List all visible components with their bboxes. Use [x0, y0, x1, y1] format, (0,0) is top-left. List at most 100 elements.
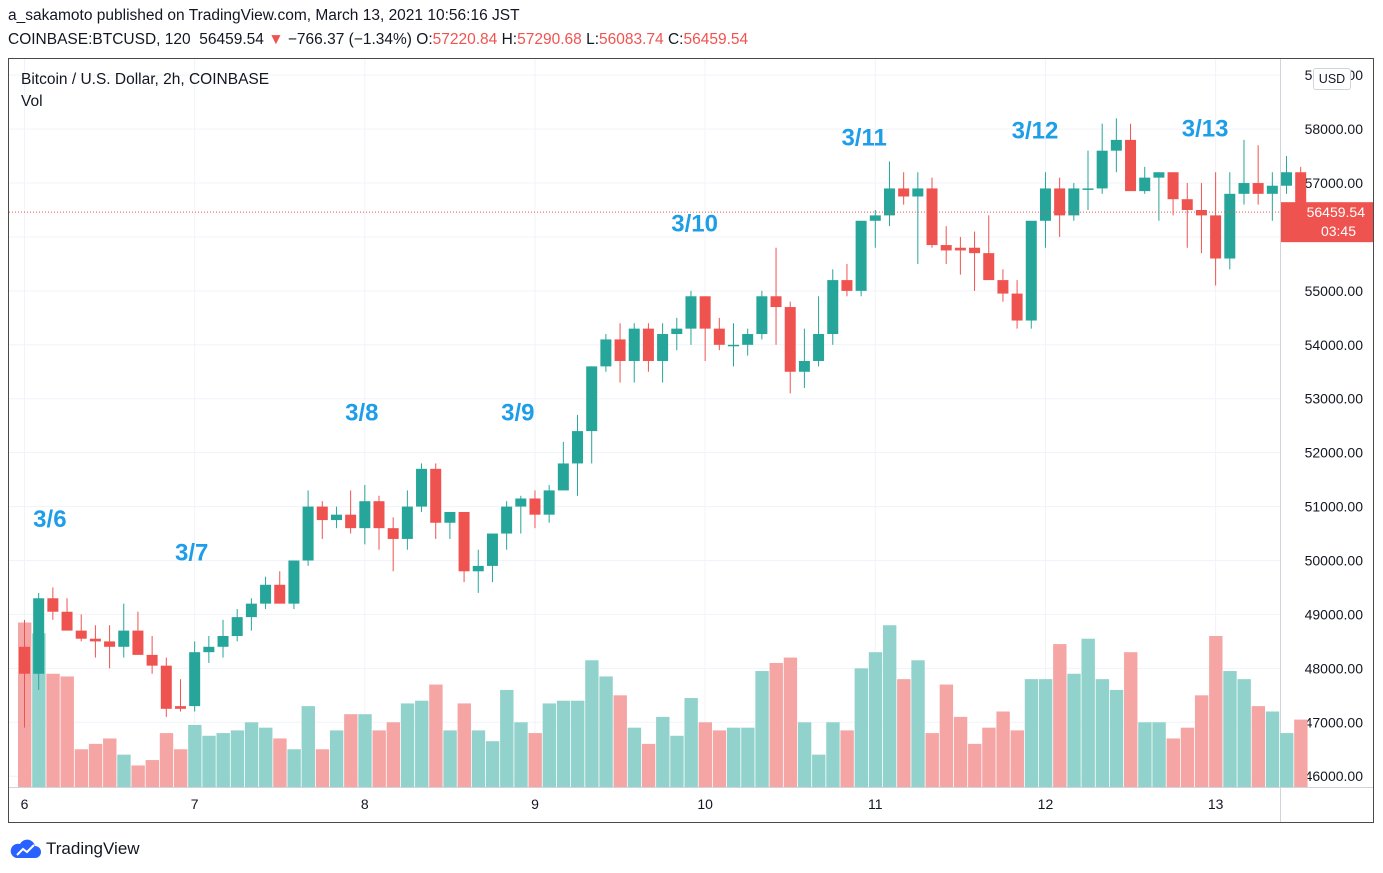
- candle-body: [486, 533, 498, 566]
- candle-body: [203, 646, 215, 653]
- candle-body: [1025, 220, 1037, 321]
- candle-body: [557, 463, 569, 491]
- volume-bar: [74, 749, 89, 787]
- candle-body: [954, 247, 966, 251]
- volume-bar: [344, 714, 358, 787]
- volume-bar: [812, 754, 826, 787]
- volume-bar: [996, 711, 1010, 787]
- day-annotation: 3/7: [175, 540, 208, 567]
- x-tick-label: 10: [697, 796, 713, 812]
- x-tick-label: 6: [21, 796, 29, 812]
- volume-bar: [741, 727, 755, 787]
- chart-canvas[interactable]: 59000.0058000.0057000.0056000.0055000.00…: [9, 59, 1373, 822]
- x-tick-label: 8: [361, 796, 369, 812]
- volume-bar: [911, 660, 925, 787]
- volume-bar: [727, 727, 741, 787]
- x-tick-label: 13: [1208, 796, 1224, 812]
- candle-body: [430, 468, 442, 523]
- candle-body: [642, 328, 654, 361]
- volume-bar: [797, 722, 812, 787]
- candle-body: [373, 501, 385, 529]
- volume-bar: [1265, 711, 1280, 787]
- high-label: H:: [501, 31, 518, 48]
- candle-body: [770, 296, 782, 308]
- x-tick-label: 11: [868, 796, 883, 812]
- volume-bar: [1038, 679, 1053, 787]
- volume-bar: [528, 733, 542, 787]
- candle-body: [841, 280, 853, 291]
- y-tick-label: 58000.00: [1305, 121, 1364, 137]
- volume-bar: [1053, 644, 1067, 787]
- volume-bar: [315, 749, 330, 787]
- volume-bar: [939, 684, 954, 787]
- volume-bar: [826, 722, 840, 787]
- currency-button[interactable]: USD: [1313, 68, 1351, 90]
- candle-body: [742, 334, 754, 345]
- volume-bar: [613, 695, 627, 787]
- y-tick-label: 50000.00: [1305, 553, 1364, 569]
- volume-bar: [868, 652, 883, 787]
- candle-body: [600, 339, 612, 367]
- candle-body: [345, 514, 357, 529]
- symbol-text: COINBASE:BTCUSD, 120: [8, 31, 191, 48]
- candle-body: [1210, 215, 1222, 259]
- y-tick-label: 46000.00: [1305, 768, 1364, 784]
- volume-bar: [259, 727, 273, 787]
- volume-bar: [698, 722, 713, 787]
- candle-body: [132, 630, 144, 655]
- candle-body: [330, 514, 342, 521]
- volume-bar: [358, 714, 372, 787]
- volume-bar: [1294, 719, 1308, 787]
- publish-info: a_sakamoto published on TradingView.com,…: [8, 7, 520, 25]
- price-badge-value: 56459.54: [1307, 204, 1366, 220]
- volume-bar: [500, 689, 514, 787]
- open-label: O:: [416, 31, 433, 48]
- volume-bar: [1095, 679, 1110, 787]
- volume-bar: [670, 735, 684, 787]
- volume-bar: [216, 733, 230, 787]
- volume-bar: [1024, 679, 1039, 787]
- candle-body: [926, 188, 938, 246]
- y-tick-label: 49000.00: [1305, 606, 1364, 622]
- volume-bar: [514, 722, 528, 787]
- author-name[interactable]: a_sakamoto: [8, 7, 93, 24]
- candle-body: [1096, 150, 1108, 189]
- day-annotation: 3/11: [841, 124, 886, 151]
- price-badge: [1281, 202, 1373, 243]
- candle-body: [657, 334, 669, 361]
- last-price: 56459.54: [199, 31, 264, 48]
- candle-body: [260, 584, 272, 604]
- candle-body: [586, 366, 598, 432]
- candle-body: [245, 603, 257, 618]
- candle-body: [217, 636, 229, 647]
- volume-bar: [485, 741, 500, 787]
- candle-body: [940, 245, 952, 251]
- candle-body: [501, 506, 513, 534]
- high-value: 57290.68: [517, 31, 582, 48]
- day-annotation: 3/8: [345, 399, 378, 426]
- candle-body: [1068, 188, 1080, 216]
- y-tick-label: 57000.00: [1305, 175, 1364, 191]
- candle-body: [1082, 188, 1094, 190]
- volume-bar: [188, 724, 202, 787]
- candle-body: [1181, 199, 1193, 210]
- volume-bar: [599, 676, 613, 787]
- candle-body: [912, 188, 924, 197]
- chart-frame[interactable]: 59000.0058000.0057000.0056000.0055000.00…: [8, 58, 1374, 823]
- volume-bar: [755, 671, 769, 787]
- volume-bar: [882, 625, 897, 787]
- volume-bar: [769, 662, 783, 787]
- y-tick-label: 48000.00: [1305, 660, 1364, 676]
- candle-body: [401, 506, 413, 539]
- legend-volume: Vol: [21, 93, 43, 110]
- candle-body: [1039, 188, 1051, 221]
- volume-bar: [386, 722, 401, 787]
- candle-body: [288, 560, 300, 604]
- volume-bar: [415, 700, 429, 787]
- volume-bar: [202, 735, 216, 787]
- volume-bar: [1209, 636, 1223, 787]
- candle-body: [189, 652, 201, 707]
- low-value: 56083.74: [599, 31, 664, 48]
- candle-body: [1054, 188, 1066, 216]
- candle-body: [231, 617, 243, 637]
